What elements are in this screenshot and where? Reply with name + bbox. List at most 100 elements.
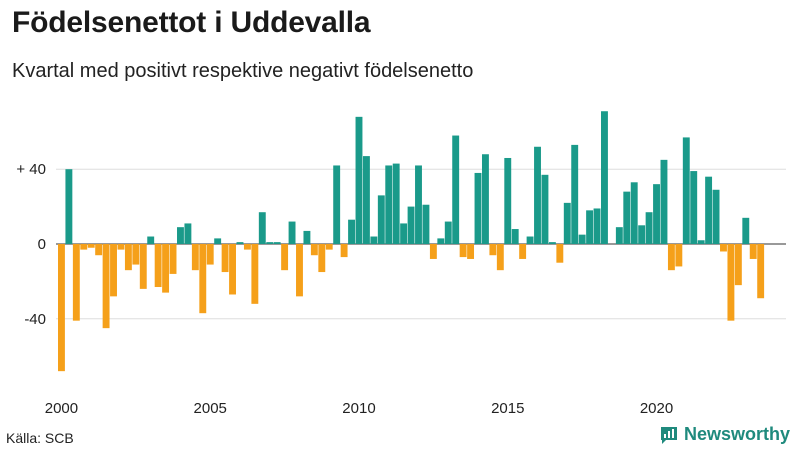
bar [184,223,192,244]
bar [742,217,750,244]
bar [548,242,556,244]
bar [667,244,675,271]
bar [206,244,214,265]
bar [459,244,467,258]
x-tick-label: 2005 [194,400,227,417]
bar [400,223,408,244]
bar [653,184,660,244]
bar [162,244,170,293]
bar [474,172,482,244]
bar [541,174,549,244]
bar [749,244,757,259]
bar [720,244,727,252]
bar [310,244,318,256]
bar [504,157,512,244]
y-tick-label: -40 [24,311,46,328]
bar [296,244,303,297]
bar [139,244,147,289]
bar [243,244,251,250]
x-tick-label: 2020 [640,400,673,417]
bar [601,111,608,244]
source-note: Källa: SCB [6,430,74,446]
bar [690,171,698,244]
bar [266,242,274,244]
bar [705,176,713,244]
bar [199,244,207,314]
bar [578,234,586,244]
bar [727,244,735,321]
bar [221,244,229,273]
bar [496,244,504,271]
bar [519,244,527,259]
bar [623,191,631,244]
bar [333,165,341,244]
bar [452,135,460,244]
bar [72,244,80,321]
bar [318,244,326,273]
bar [214,238,222,244]
bar [593,208,601,244]
bar [481,154,489,244]
bar [437,238,445,244]
bar [281,244,289,271]
bar [340,244,348,258]
bar [65,169,73,244]
bar [645,212,653,244]
chart-subtitle: Kvartal med positivt respektive negativt… [12,60,474,82]
bar [697,240,705,244]
y-tick-label: 0 [38,236,46,253]
bar [407,206,415,244]
y-tick-label: + 40 [16,161,46,178]
chart-title: Födelsenettot i Uddevalla [12,6,371,39]
bar-chart: + 40 0 -40 2000 2005 2010 2015 2020 [16,111,786,417]
brand-logo: Newsworthy [659,424,790,445]
bar [117,244,125,250]
bar [660,159,668,244]
bar [415,165,422,244]
bar [630,182,638,244]
bar [132,244,140,265]
bar [325,244,333,250]
bar [511,229,519,244]
bar [273,242,281,244]
bar [169,244,177,274]
bar [712,189,720,244]
bar [124,244,132,271]
bar [370,236,378,244]
bar [385,165,393,244]
bar [191,244,199,271]
x-tick-label: 2015 [491,400,524,417]
bar [615,227,623,244]
bar [102,244,110,329]
bar [154,244,162,288]
bar [757,244,765,299]
bar [392,163,400,244]
bar [682,137,690,244]
bar [489,244,497,256]
bar [586,210,594,244]
bar [177,227,184,244]
bar [422,204,430,244]
bar [638,225,646,244]
bar [526,236,534,244]
x-tick-label: 2000 [45,400,78,417]
bar [236,242,244,244]
bar [571,144,579,244]
x-tick-label: 2010 [342,400,375,417]
bar [147,236,155,244]
bar [563,202,571,244]
bar [95,244,103,256]
bar [429,244,437,259]
bar [303,230,311,244]
bar [229,244,236,295]
bar [58,244,65,372]
bar [734,244,742,286]
bar [258,212,266,244]
bar [80,244,88,250]
bar [87,244,95,248]
bar [675,244,683,267]
bar [556,244,564,263]
newsworthy-icon [660,426,677,444]
bar [355,116,363,244]
bar [362,156,370,244]
